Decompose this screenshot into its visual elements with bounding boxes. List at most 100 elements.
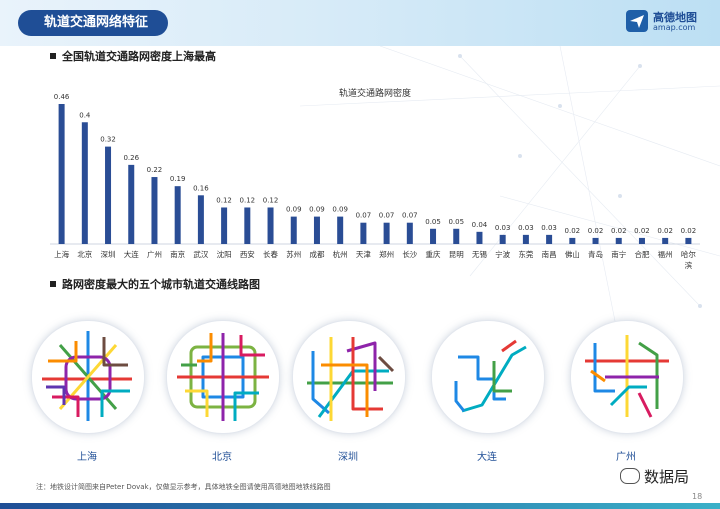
- bar-value-label: 0.05: [448, 218, 464, 226]
- bar-10: [290, 216, 297, 244]
- bar-value-label: 0.22: [147, 166, 163, 174]
- bar-18: [476, 231, 483, 244]
- bar-value-label: 0.4: [79, 111, 91, 119]
- category-label: 天津: [356, 250, 371, 259]
- bar-value-label: 0.09: [309, 206, 325, 214]
- category-label: 上海: [54, 249, 69, 259]
- metro-map-dalian: [431, 320, 545, 434]
- bar-value-label: 0.03: [541, 224, 557, 232]
- metro-map-beijing: [166, 320, 280, 434]
- category-label: 苏州: [286, 249, 301, 259]
- bar-15: [406, 222, 413, 244]
- section-heading-text: 全国轨道交通路网密度上海最高: [62, 50, 216, 63]
- city-label-guangzhou: 广州: [616, 452, 636, 463]
- category-label: 南昌: [542, 249, 557, 259]
- bar-value-label: 0.07: [356, 212, 372, 220]
- category-label: 沈阳: [217, 249, 232, 259]
- bar-value-label: 0.32: [100, 136, 116, 144]
- bar-21: [546, 234, 553, 244]
- bar-value-label: 0.04: [472, 221, 488, 229]
- bar-17: [453, 228, 460, 244]
- bar-6: [197, 195, 204, 244]
- category-label: 大连: [124, 249, 139, 259]
- city-label-shenzhen: 深圳: [338, 452, 358, 463]
- page-title: 轨道交通网络特征: [18, 10, 168, 36]
- category-label: 西安: [240, 249, 255, 259]
- category-label: 长沙: [402, 249, 417, 259]
- chart-title: 轨道交通路网密度: [338, 89, 411, 99]
- bar-25: [638, 237, 645, 244]
- background-network-decoration: [299, 46, 720, 347]
- bar-value-label: 0.09: [332, 206, 348, 214]
- page-number: 18: [692, 492, 703, 501]
- bar-value-label: 0.03: [518, 224, 534, 232]
- bar-8: [244, 207, 251, 244]
- bullet-square-icon: [50, 53, 56, 59]
- category-label: 无锡: [472, 250, 487, 259]
- bar-27: [685, 237, 692, 244]
- bar-value-label: 0.12: [263, 196, 279, 204]
- bar-14: [383, 222, 390, 244]
- bar-7: [221, 207, 228, 244]
- category-label: 北京: [77, 249, 92, 259]
- bar-12: [337, 216, 344, 244]
- bar-24: [615, 237, 622, 244]
- bullet-square-icon: [50, 281, 56, 287]
- bar-value-label: 0.12: [240, 196, 256, 204]
- density-bar-chart: 0.46 上海 0.4 北京 0.32 深圳 0.26 大连 0.22 广州 0.19 南京 0.16 武…: [50, 93, 700, 270]
- category-label: 昆明: [449, 250, 464, 259]
- bar-value-label: 0.19: [170, 175, 186, 183]
- bar-11: [313, 216, 320, 244]
- category-label: 东莞: [518, 249, 533, 259]
- wechat-watermark: 数据局: [620, 466, 689, 487]
- bar-26: [662, 237, 669, 244]
- category-label: 福州: [658, 250, 673, 259]
- bar-value-label: 0.46: [54, 93, 70, 101]
- city-label-dalian: 大连: [477, 452, 497, 463]
- category-label: 深圳: [101, 249, 116, 259]
- bar-value-label: 0.16: [193, 184, 209, 192]
- bar-value-label: 0.07: [402, 212, 418, 220]
- bar-value-label: 0.02: [634, 227, 650, 235]
- category-label: 佛山: [565, 249, 580, 259]
- city-label-beijing: 北京: [212, 452, 232, 463]
- category-label: 合肥: [634, 249, 649, 259]
- section-heading-density: 全国轨道交通路网密度上海最高: [50, 48, 216, 64]
- section-heading-text: 路网密度最大的五个城市轨道交通线路图: [62, 278, 260, 291]
- paper-plane-icon: [626, 10, 648, 32]
- bar-4: [151, 177, 158, 244]
- bar-value-label: 0.02: [611, 227, 627, 235]
- category-label: 南京: [170, 249, 185, 259]
- bar-1: [81, 122, 88, 244]
- bar-value-label: 0.03: [495, 224, 511, 232]
- bar-0: [58, 104, 65, 244]
- bar-16: [430, 228, 437, 244]
- wechat-icon: [620, 467, 640, 484]
- category-label: 广州: [147, 249, 162, 259]
- metro-map-guangzhou: [570, 320, 684, 434]
- category-label: 滨: [685, 260, 693, 270]
- category-label: 青岛: [588, 249, 603, 259]
- bar-2: [105, 146, 112, 244]
- category-label: 宁波: [495, 249, 510, 259]
- bar-value-label: 0.26: [123, 154, 139, 162]
- category-label: 哈尔: [681, 249, 696, 259]
- bar-13: [360, 222, 367, 244]
- bar-value-label: 0.09: [286, 206, 302, 214]
- logo-url: amap.com: [653, 23, 696, 32]
- bar-value-label: 0.02: [588, 227, 604, 235]
- category-label: 长春: [263, 249, 278, 259]
- bar-value-label: 0.12: [216, 196, 232, 204]
- bar-23: [592, 237, 599, 244]
- city-label-shanghai: 上海: [77, 452, 97, 463]
- amap-logo: 高德地图 amap.com: [626, 8, 712, 36]
- bar-19: [499, 234, 506, 244]
- category-label: 成都: [309, 249, 324, 259]
- metro-map-shenzhen: [292, 320, 406, 434]
- bar-5: [174, 186, 181, 244]
- bar-3: [128, 164, 135, 244]
- footer-note: 注：地铁设计简图来自Peter Dovak，仅做显示参考，具体地铁全图请使用高德…: [36, 483, 331, 491]
- section-heading-maps: 路网密度最大的五个城市轨道交通线路图: [50, 276, 260, 292]
- bar-value-label: 0.07: [379, 212, 395, 220]
- metro-map-shanghai: [31, 320, 145, 434]
